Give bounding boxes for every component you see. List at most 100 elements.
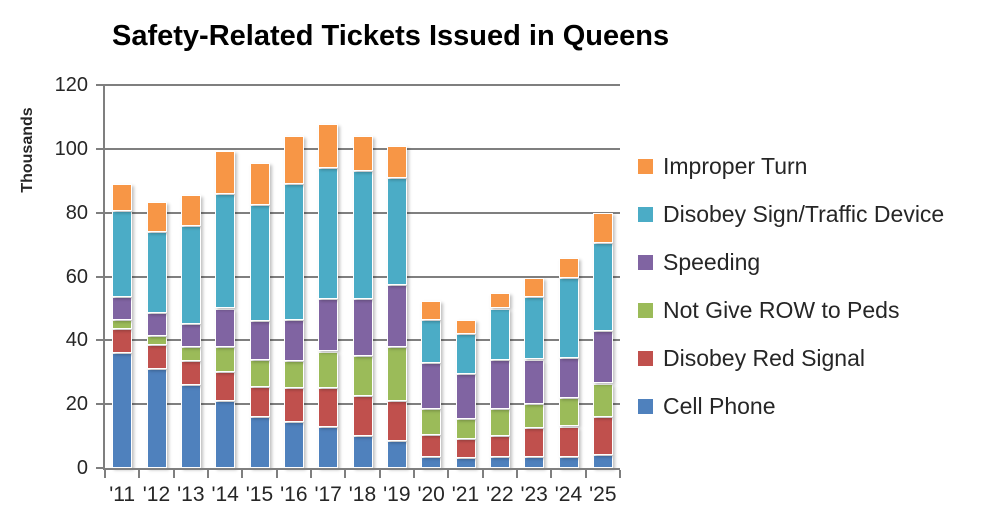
legend-item: Improper Turn	[638, 152, 807, 180]
y-tick	[96, 275, 103, 278]
x-tick	[104, 470, 106, 478]
bar-segment	[180, 324, 201, 347]
legend-swatch	[638, 254, 653, 270]
bar-segment	[318, 298, 339, 352]
y-tick-label: 20	[65, 393, 88, 416]
bar-segment	[524, 297, 545, 360]
bar-segment	[249, 359, 270, 387]
bar-segment	[592, 212, 613, 244]
x-tick-label: '14	[211, 483, 239, 506]
bar-segment	[386, 401, 407, 441]
x-tick	[516, 470, 518, 478]
bar-segment	[489, 292, 510, 309]
x-tick	[207, 470, 209, 478]
bar-segment	[455, 418, 476, 440]
x-tick-label: '23	[520, 483, 548, 506]
legend-label: Not Give ROW to Peds	[663, 296, 900, 323]
bar-segment	[283, 421, 304, 468]
y-tick-label: 100	[54, 138, 88, 160]
y-tick	[96, 467, 103, 469]
legend-swatch	[638, 398, 653, 414]
chart-title: Safety-Related Tickets Issued in Queens	[112, 20, 670, 52]
x-tick-label: '17	[314, 483, 342, 506]
x-tick	[584, 470, 587, 478]
bar-segment	[249, 163, 270, 205]
bar-segment	[146, 313, 167, 336]
bar-segment	[489, 308, 510, 360]
x-tick-label: '21	[451, 483, 480, 506]
bar-segment	[146, 335, 167, 346]
bar-segment	[215, 308, 236, 347]
bar-segment	[352, 436, 373, 468]
bar-segment	[558, 397, 579, 427]
bar-segment	[146, 369, 167, 468]
bar-segment	[112, 353, 133, 468]
bar-segment	[558, 257, 579, 279]
legend-item: Disobey Red Signal	[638, 344, 865, 372]
x-tick	[310, 470, 312, 478]
x-tick	[241, 470, 244, 478]
bar-segment	[421, 434, 442, 457]
bar-segment	[386, 346, 407, 401]
bar-segment	[180, 361, 201, 385]
bar-segment	[352, 396, 373, 437]
bar-segment	[386, 177, 407, 285]
x-tick	[172, 470, 175, 478]
bar-segment	[455, 439, 476, 459]
bar-segment	[249, 204, 270, 322]
bar-segment	[112, 329, 133, 354]
legend-label: Disobey Red Signal	[663, 344, 866, 371]
bar-segment	[112, 319, 133, 330]
bar-segment	[421, 319, 442, 363]
bar-segment	[283, 136, 304, 185]
bar-segment	[283, 319, 304, 362]
x-tick	[619, 470, 621, 478]
y-tick	[96, 339, 103, 342]
legend-swatch	[638, 158, 653, 174]
bar-segment	[421, 300, 442, 320]
bar-segment	[455, 458, 476, 468]
bar-segment	[180, 225, 201, 325]
bar-segment	[489, 359, 510, 409]
bar-segment	[283, 388, 304, 422]
bar-segment	[558, 357, 579, 398]
y-tick-label: 80	[65, 201, 88, 224]
bar-segment	[318, 123, 339, 169]
bar-segment	[558, 426, 579, 457]
bar-segment	[558, 278, 579, 358]
x-tick	[138, 470, 141, 478]
x-tick-label: '15	[245, 483, 274, 506]
bar-segment	[352, 298, 373, 357]
y-tick-label: 60	[65, 265, 88, 288]
x-tick	[275, 470, 278, 478]
x-tick-label: '11	[109, 483, 136, 506]
x-tick-label: '22	[486, 483, 514, 506]
bar-segment	[421, 409, 442, 435]
y-tick-label: 40	[65, 329, 88, 352]
legend-swatch	[638, 350, 653, 366]
bar-segment	[524, 359, 545, 405]
bar-segment	[215, 401, 236, 468]
bar-segment	[489, 456, 510, 468]
x-axis-line	[103, 468, 620, 470]
x-tick-label: '20	[417, 483, 445, 506]
bar-segment	[455, 373, 476, 419]
x-tick-label: '13	[177, 483, 205, 506]
bar-segment	[146, 201, 167, 232]
bar-segment	[558, 456, 579, 468]
bar-segment	[283, 361, 304, 389]
bar-segment	[352, 171, 373, 299]
bar-segment	[318, 351, 339, 389]
bar-segment	[524, 404, 545, 429]
y-tick	[96, 403, 103, 406]
bar-segment	[180, 195, 201, 226]
y-tick-label: 120	[54, 74, 88, 97]
x-tick-label: '19	[383, 483, 411, 506]
x-tick-label: '16	[280, 483, 308, 506]
legend-swatch	[638, 302, 653, 318]
legend-item: Cell Phone	[638, 392, 776, 420]
bar-segment	[249, 386, 270, 417]
bar-segment	[421, 456, 442, 468]
bar-segment	[215, 193, 236, 309]
